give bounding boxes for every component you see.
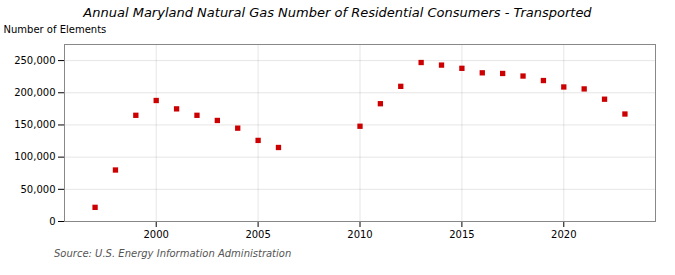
svg-text:2000: 2000 bbox=[143, 229, 168, 240]
svg-text:50,000: 50,000 bbox=[21, 184, 56, 195]
svg-text:200,000: 200,000 bbox=[14, 87, 55, 98]
svg-text:2015: 2015 bbox=[449, 229, 474, 240]
svg-text:Number of Elements: Number of Elements bbox=[4, 24, 107, 35]
svg-text:2010: 2010 bbox=[347, 229, 372, 240]
svg-text:100,000: 100,000 bbox=[14, 151, 55, 162]
svg-text:150,000: 150,000 bbox=[14, 119, 55, 130]
svg-text:2020: 2020 bbox=[551, 229, 576, 240]
svg-text:2005: 2005 bbox=[245, 229, 270, 240]
html-text:Annual Maryland Natural Gas Nu: Annual Maryland Natural Gas Number of Re… bbox=[83, 5, 592, 20]
svg-text:250,000: 250,000 bbox=[14, 55, 55, 66]
svg-text:0: 0 bbox=[49, 216, 55, 227]
html-text:Source: U.S. Energy Informatio: Source: U.S. Energy Information Administ… bbox=[54, 248, 292, 259]
